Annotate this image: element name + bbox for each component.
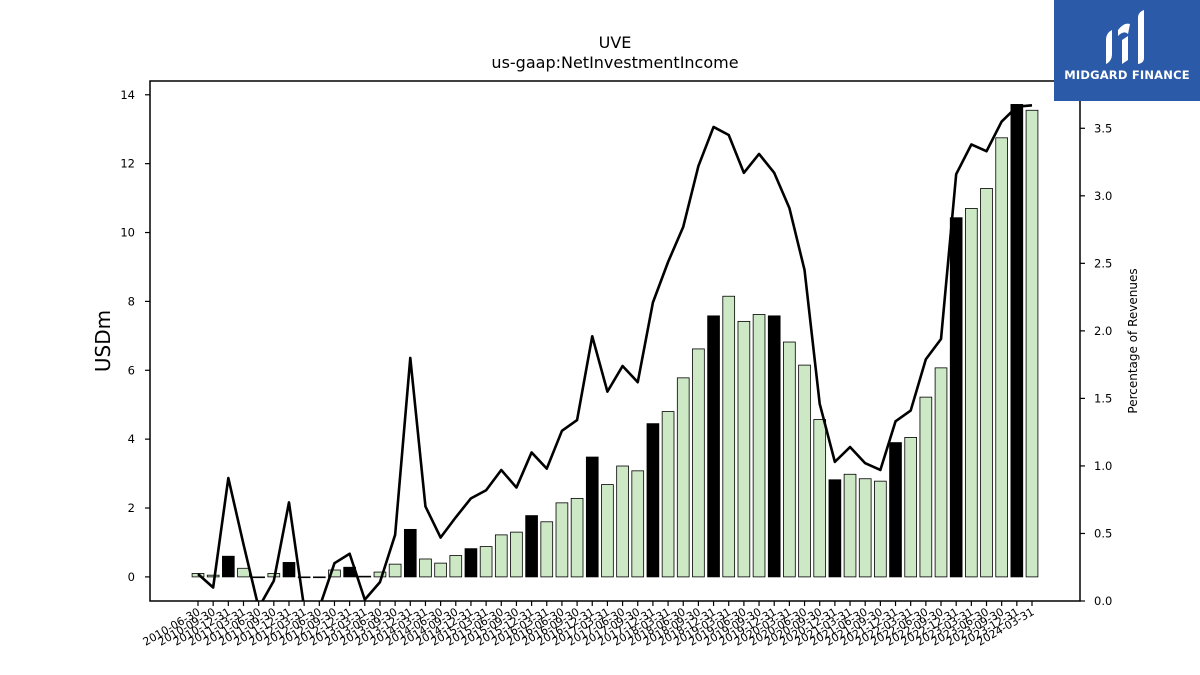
y-tick-label: 14 [120, 88, 135, 102]
bar-2023-09-30 [995, 137, 1008, 578]
y2-tick-label: 2.0 [1094, 324, 1112, 338]
chart-title: UVE [599, 33, 632, 52]
y2-tick-label: 1.0 [1094, 459, 1112, 473]
bar-2020-12-31 [828, 479, 842, 578]
bar-2018-06-30 [676, 377, 690, 578]
bar-2013-09-30 [388, 563, 402, 578]
bar-2019-03-31 [722, 295, 736, 578]
brand-logo: MIDGARD FINANCE [1054, 0, 1200, 101]
y2-tick-label: 3.5 [1094, 121, 1112, 135]
bar-2018-03-31 [661, 411, 675, 578]
bar-2011-03-31 [237, 567, 250, 578]
y-axis-right: 0.0 0.5 1.0 1.5 2.0 2.5 3.0 3.5 [1080, 121, 1112, 608]
bar-2016-12-31 [585, 456, 599, 578]
bar-2021-06-30 [858, 478, 872, 578]
bar-2021-03-31 [843, 473, 857, 578]
bar-2012-03-31 [297, 576, 311, 579]
bar-2014-12-31 [464, 548, 478, 578]
bar-2023-06-30 [980, 188, 993, 578]
percentage-of-revenues-line [197, 104, 1033, 601]
bar-2015-06-30 [494, 534, 508, 578]
midgard-logo-icon [1106, 10, 1144, 64]
y-axis-label-right: Percentage of Revenues [1126, 268, 1140, 413]
bar-2010-09-30 [206, 574, 220, 578]
bar-2014-06-30 [434, 562, 447, 578]
bar-2016-03-31 [540, 521, 554, 578]
bar-2016-09-30 [570, 497, 584, 578]
bar-2017-09-30 [631, 470, 645, 578]
line-series [197, 104, 1033, 601]
bar-2023-03-31 [965, 208, 978, 578]
brand-name: MIDGARD FINANCE [1064, 68, 1190, 82]
bar-2018-09-30 [692, 348, 705, 578]
bar-2020-09-30 [813, 419, 827, 578]
bar-2017-12-31 [646, 423, 660, 578]
y2-tick-label: 1.5 [1094, 391, 1112, 405]
bar-2019-12-31 [767, 315, 781, 578]
y2-tick-label: 2.5 [1094, 256, 1112, 270]
y-tick-label: 0 [128, 570, 135, 584]
x-axis: 2010-06-302010-09-302010-12-312011-03-31… [141, 601, 1037, 649]
bar-2012-09-30 [328, 569, 341, 578]
y-tick-label: 6 [128, 363, 135, 377]
bar-2019-06-30 [737, 320, 751, 578]
y2-tick-label: 0.0 [1094, 594, 1112, 608]
bar-2014-09-30 [449, 555, 463, 578]
bar-2014-03-31 [419, 558, 432, 578]
bar-2013-06-30 [373, 571, 387, 578]
bar-2015-03-31 [479, 546, 493, 578]
y-tick-label: 2 [128, 501, 135, 515]
bar-2011-06-30 [252, 576, 265, 579]
bar-2019-09-30 [752, 314, 766, 578]
y-tick-label: 10 [120, 226, 135, 240]
y2-tick-label: 0.5 [1094, 526, 1112, 540]
bar-2016-06-30 [555, 502, 569, 578]
bar-2018-12-31 [707, 315, 720, 578]
bar-2011-12-31 [282, 562, 296, 578]
bar-2017-03-31 [601, 484, 614, 578]
y-tick-label: 4 [128, 432, 135, 446]
bar-2020-03-31 [783, 341, 796, 578]
bar-2015-09-30 [510, 531, 523, 578]
bar-2012-06-30 [312, 576, 326, 579]
bar-2023-12-31 [1010, 104, 1024, 578]
bar-2022-06-30 [919, 396, 933, 578]
bar-2020-06-30 [798, 364, 811, 578]
y2-tick-label: 3.0 [1094, 189, 1112, 203]
bar-2013-12-31 [403, 528, 417, 578]
y-tick-label: 8 [128, 294, 135, 308]
bar-2010-12-31 [222, 555, 235, 578]
bar-2015-12-31 [525, 515, 538, 578]
bar-2021-09-30 [874, 480, 887, 578]
bar-2017-06-30 [616, 465, 629, 578]
bar-2022-09-30 [934, 367, 948, 578]
y-axis-label-left: USDm [91, 310, 115, 372]
bar-series [191, 104, 1039, 579]
bar-2021-12-31 [889, 442, 902, 578]
y-tick-label: 12 [120, 157, 135, 171]
bar-2024-03-31 [1025, 109, 1039, 578]
chart-subtitle: us-gaap:NetInvestmentIncome [491, 53, 738, 72]
bar-2022-03-31 [904, 437, 918, 578]
plot-frame [149, 80, 1081, 602]
y-axis-left: 0 2 4 6 8 10 12 14 [120, 88, 150, 584]
bar-2022-12-31 [949, 217, 963, 578]
bar-2013-03-31 [358, 575, 372, 578]
